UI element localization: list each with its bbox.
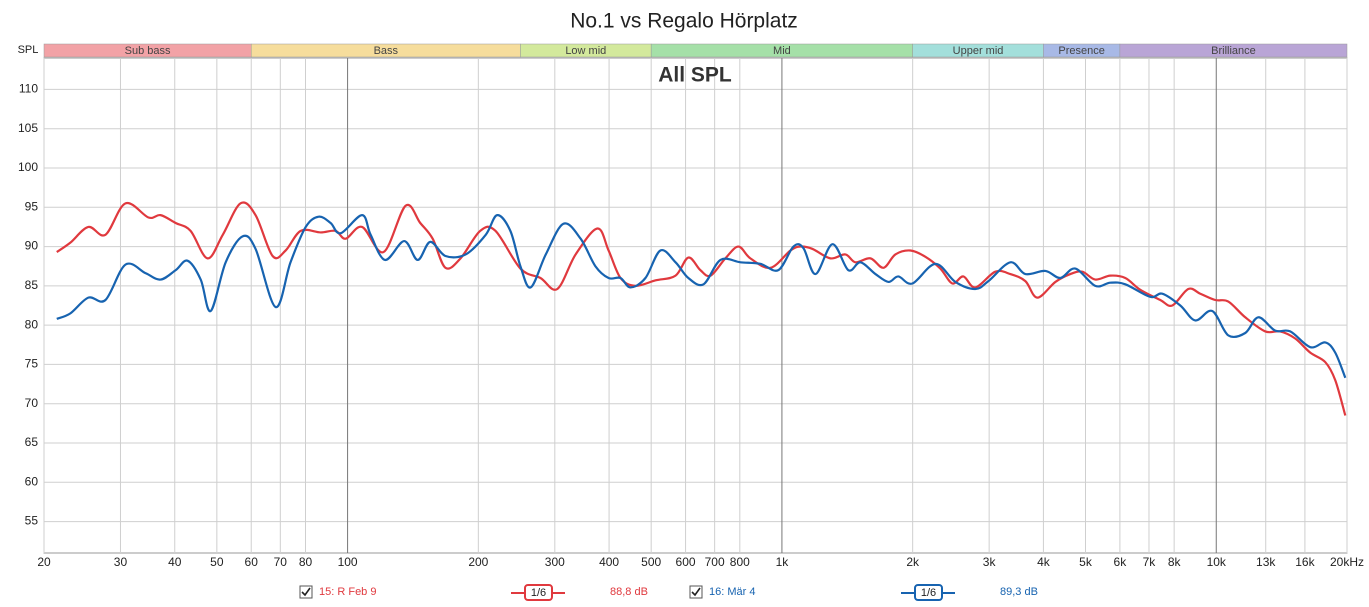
y-tick-label: 80	[25, 317, 39, 331]
legend-level: 88,8 dB	[610, 586, 648, 598]
band-label: Low mid	[565, 45, 606, 57]
y-tick-label: 105	[18, 121, 38, 135]
x-tick-label: 7k	[1143, 555, 1157, 569]
checkbox-box	[299, 585, 313, 599]
x-tick-label: 30	[114, 555, 128, 569]
plot-lines	[56, 201, 1347, 416]
x-tick-label: 80	[299, 555, 313, 569]
x-tick-label: 600	[676, 555, 696, 569]
x-tick-label: 300	[545, 555, 565, 569]
band-label: Brilliance	[1211, 45, 1256, 57]
series-checkbox[interactable]	[689, 585, 703, 599]
band	[1119, 43, 1348, 58]
x-tick-label: 10k	[1207, 555, 1227, 569]
x-tick-label: 800	[730, 555, 750, 569]
checkbox-box	[689, 585, 703, 599]
y-axis-label: SPL	[18, 44, 39, 56]
x-tick-label: 60	[245, 555, 259, 569]
y-tick-label: 85	[25, 278, 39, 292]
smoothing-label: 1/6	[921, 587, 936, 599]
y-tick-label: 90	[25, 239, 39, 253]
checkbox-tick	[301, 587, 311, 597]
x-tick-label: 500	[641, 555, 661, 569]
legend-label: 16: Mär 4	[709, 586, 755, 598]
x-tick-label: 400	[599, 555, 619, 569]
smoothing-label: 1/6	[531, 587, 546, 599]
band-label: Mid	[773, 45, 791, 57]
x-tick-label: 50	[210, 555, 224, 569]
series-checkbox[interactable]	[299, 585, 313, 599]
band-label: Presence	[1058, 45, 1104, 57]
x-tick-label: 4k	[1037, 555, 1051, 569]
x-tick-label: 1k	[776, 555, 790, 569]
series-line	[56, 201, 1347, 416]
y-tick-label: 55	[25, 514, 39, 528]
x-tick-label: 6k	[1114, 555, 1128, 569]
x-tick-label: 8k	[1168, 555, 1182, 569]
legend-level: 89,3 dB	[1000, 586, 1038, 598]
checkbox-tick	[691, 587, 701, 597]
x-tick-label: 20	[37, 555, 51, 569]
y-tick-label: 65	[25, 435, 39, 449]
y-tick-label: 110	[19, 82, 38, 96]
x-tick-label: 16k	[1295, 555, 1315, 569]
y-tick-label: 95	[25, 199, 39, 213]
x-tick-label: 13k	[1256, 555, 1276, 569]
y-tick-label: 60	[25, 474, 39, 488]
x-tick-label: 20kHz	[1330, 555, 1364, 569]
x-tick-label: 40	[168, 555, 182, 569]
series-line	[56, 214, 1347, 379]
band-label: Bass	[374, 45, 399, 57]
x-tick-label: 70	[274, 555, 288, 569]
x-tick-label: 5k	[1079, 555, 1093, 569]
y-tick-label: 100	[18, 160, 38, 174]
x-tick-label: 100	[338, 555, 358, 569]
plot-area	[43, 57, 1348, 554]
annotation: All SPL	[658, 64, 732, 87]
x-tick-label: 2k	[906, 555, 920, 569]
band-label: Sub bass	[125, 45, 171, 57]
smoothing-box[interactable]	[524, 584, 553, 601]
x-tick-label: 700	[705, 555, 725, 569]
x-tick-label: 3k	[983, 555, 997, 569]
x-tick-label: 200	[468, 555, 488, 569]
band-label: Upper mid	[953, 45, 1004, 57]
chart-title: No.1 vs Regalo Hörplatz	[570, 10, 798, 33]
y-tick-label: 70	[25, 396, 39, 410]
smoothing-box[interactable]	[914, 584, 943, 601]
legend-label: 15: R Feb 9	[319, 586, 376, 598]
y-tick-label: 75	[25, 357, 39, 371]
